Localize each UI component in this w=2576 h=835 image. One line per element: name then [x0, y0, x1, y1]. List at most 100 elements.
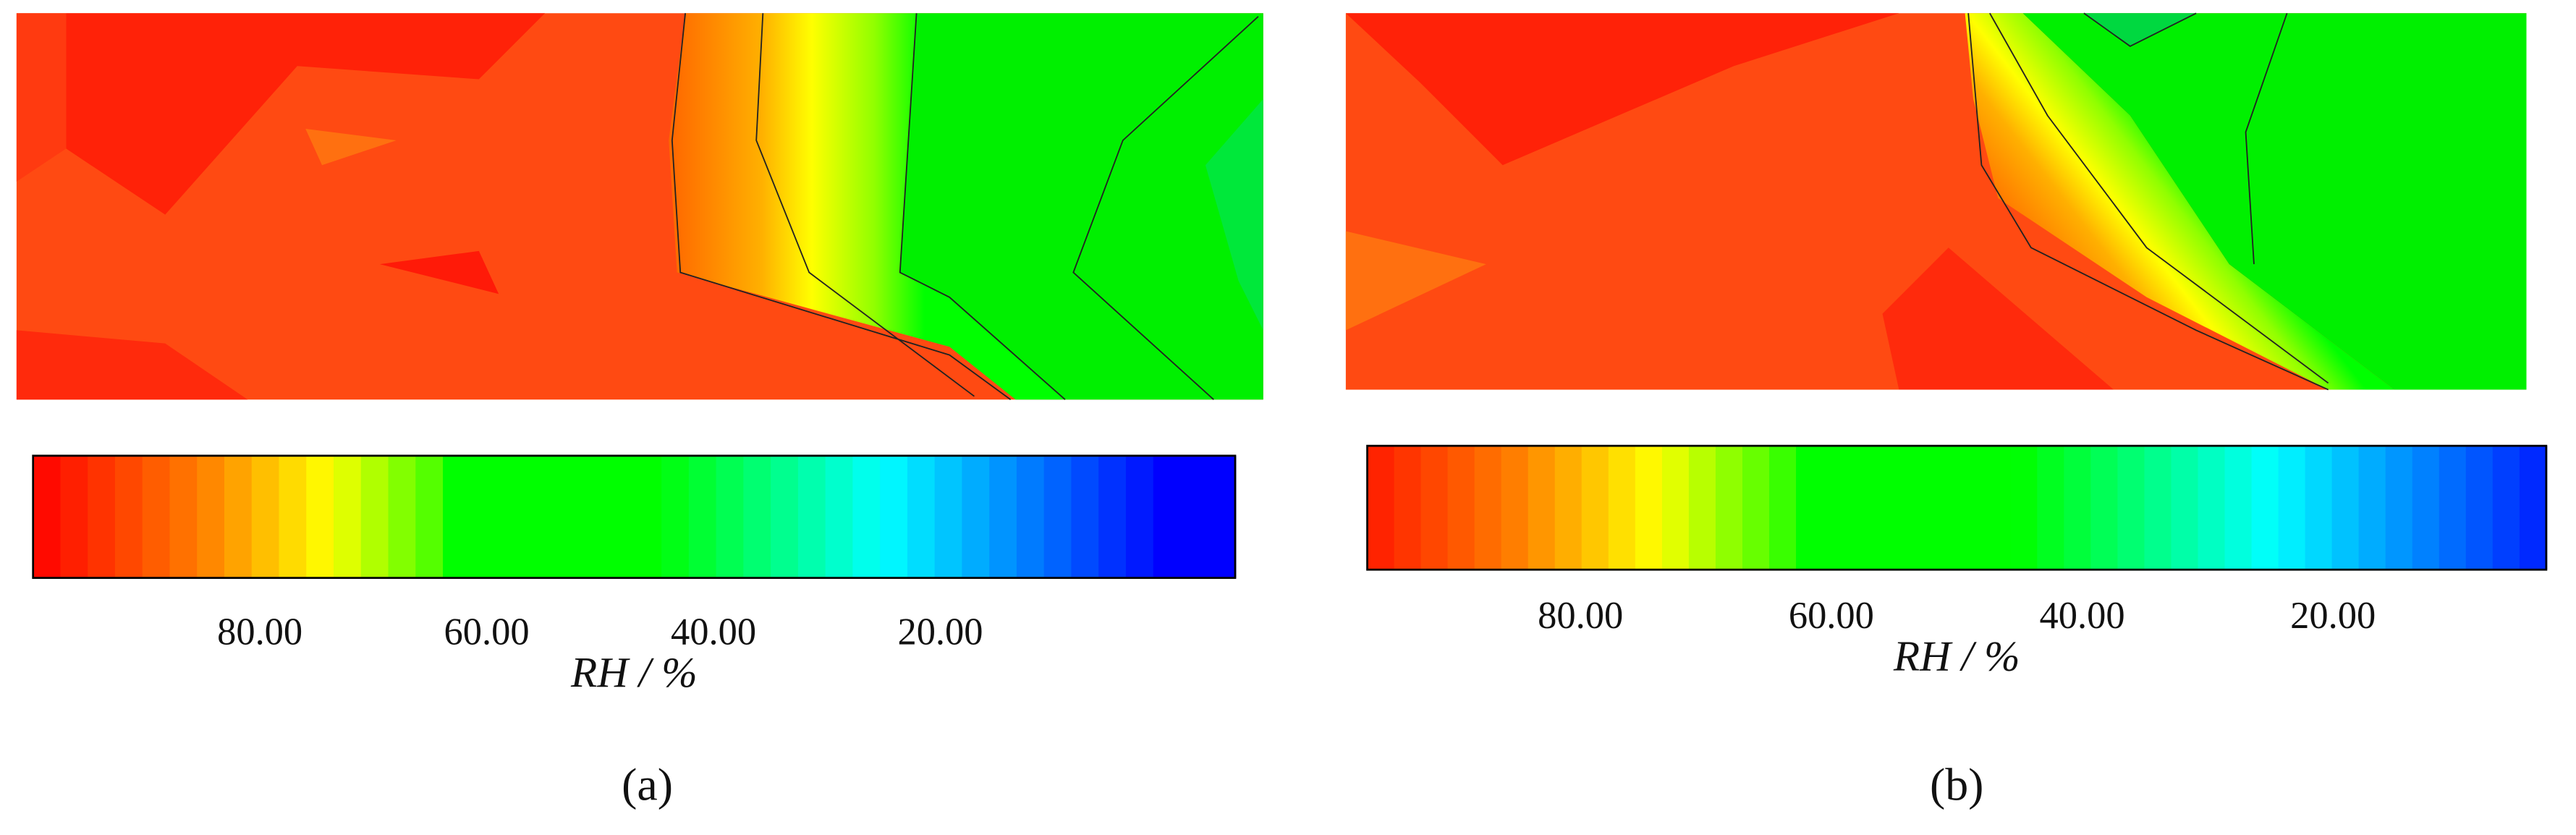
colorbar-band — [1016, 455, 1046, 578]
colorbar-band — [1501, 446, 1530, 570]
colorbar-band — [1635, 446, 1664, 570]
colorbar-frame — [32, 454, 1237, 580]
colorbar-band — [251, 455, 280, 578]
colorbar-band — [2171, 446, 2199, 570]
colorbar-band — [962, 455, 991, 578]
colorbar-band — [1823, 446, 1851, 570]
colorbar-band — [197, 455, 226, 578]
colorbar-band — [2331, 446, 2360, 570]
colorbar-band — [1957, 446, 1985, 570]
panel-label: (b) — [1930, 758, 1983, 810]
colorbar-band — [797, 455, 826, 578]
colorbar-tick-label: 80.00 — [1538, 595, 1623, 637]
colorbar-band — [1903, 446, 1931, 570]
colorbar-band — [2037, 446, 2065, 570]
colorbar-band — [771, 455, 800, 578]
colorbar-tick-label: 20.00 — [2290, 595, 2376, 637]
colorbar-band — [497, 455, 526, 578]
colorbar-band — [2412, 446, 2441, 570]
colorbar-band — [2090, 446, 2119, 570]
colorbar-label: RH / % — [570, 648, 698, 696]
colorbar-tick-label: 80.00 — [217, 611, 302, 653]
colorbar-band — [1661, 446, 1690, 570]
colorbar-band — [2385, 446, 2414, 570]
colorbar-band — [2144, 446, 2172, 570]
colorbar-tick-label: 60.00 — [1789, 595, 1874, 637]
colorbar-band — [1768, 446, 1797, 570]
colorbar-band — [470, 455, 499, 578]
colorbar-band — [2492, 446, 2521, 570]
colorbar-band — [2358, 446, 2387, 570]
colorbar-tick-label: 40.00 — [2040, 595, 2125, 637]
colorbar-band — [1071, 455, 1100, 578]
colorbar-band — [2251, 446, 2279, 570]
colorbar-band — [443, 455, 472, 578]
colorbar-band — [1180, 455, 1209, 578]
colorbar-band — [1528, 446, 1556, 570]
colorbar-band — [1850, 446, 1878, 570]
colorbar-band — [1796, 446, 1824, 570]
colorbar-band — [1367, 446, 1395, 570]
colorbar-band — [1043, 455, 1072, 578]
colorbar-band — [2519, 446, 2548, 570]
colorbar-band — [279, 455, 308, 578]
colorbar-band — [1715, 446, 1744, 570]
colorbar-band — [1153, 455, 1182, 578]
panel-label: (a) — [622, 758, 673, 810]
colorbar-band — [716, 455, 745, 578]
colorbar-band — [1125, 455, 1155, 578]
colorbar-band — [2064, 446, 2092, 570]
colorbar-band — [634, 455, 663, 578]
colorbar-band — [60, 455, 89, 578]
colorbar-band — [606, 455, 635, 578]
colorbar-band — [1876, 446, 1905, 570]
colorbar-band — [1098, 455, 1127, 578]
colorbar-band — [852, 455, 881, 578]
colorbar-band — [169, 455, 198, 578]
colorbar-label: RH / % — [1893, 632, 2020, 679]
colorbar-band — [743, 455, 772, 578]
colorbar-band — [1420, 446, 1449, 570]
colorbar-band — [1581, 446, 1610, 570]
colorbar-band — [306, 455, 335, 578]
colorbar-band — [360, 455, 389, 578]
colorbar-band — [2439, 446, 2467, 570]
colorbar-band — [552, 455, 581, 578]
colorbar-band — [2117, 446, 2145, 570]
colorbar-band — [1608, 446, 1637, 570]
colorbar-band — [1983, 446, 2012, 570]
colorbar-band — [1688, 446, 1717, 570]
colorbar-band — [2305, 446, 2333, 570]
colorbar-band — [415, 455, 444, 578]
colorbar-band — [525, 455, 554, 578]
colorbar-band — [2278, 446, 2306, 570]
colorbar-band — [1930, 446, 1958, 570]
colorbar-band — [224, 455, 253, 578]
colorbar-band — [989, 455, 1018, 578]
colorbar-band — [388, 455, 417, 578]
colorbar-band — [1394, 446, 1422, 570]
colorbar-band — [33, 455, 62, 578]
colorbar-band — [2010, 446, 2038, 570]
colorbar-tick-label: 20.00 — [897, 611, 983, 653]
colorbar-band — [934, 455, 963, 578]
colorbar-band — [1554, 446, 1583, 570]
colorbar-band — [114, 455, 144, 578]
colorbar-band — [142, 455, 171, 578]
colorbar-band — [1208, 455, 1237, 578]
colorbar-band — [880, 455, 909, 578]
colorbar-tick-label: 40.00 — [671, 611, 756, 653]
colorbar-band — [688, 455, 717, 578]
colorbar-band — [1742, 446, 1771, 570]
colorbar-band — [2224, 446, 2253, 570]
contour-field-b — [1345, 12, 2527, 391]
colorbar-band — [2465, 446, 2494, 570]
contour-field-a — [16, 13, 1263, 400]
colorbar-band — [1474, 446, 1503, 570]
colorbar-band — [907, 455, 936, 578]
colorbar-band — [88, 455, 116, 578]
colorbar-band — [1447, 446, 1476, 570]
colorbar-band — [334, 455, 363, 578]
